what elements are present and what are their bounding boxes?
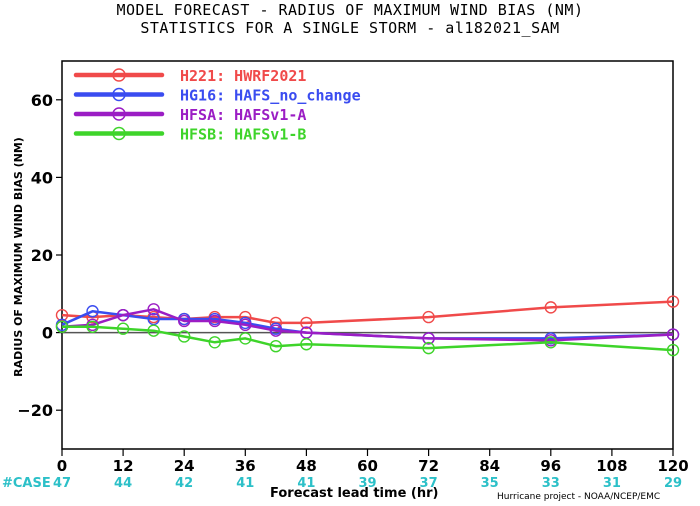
data-point bbox=[269, 324, 283, 337]
data-point bbox=[86, 305, 99, 318]
data-point bbox=[666, 328, 680, 341]
case-count: 44 bbox=[114, 476, 132, 491]
data-point bbox=[544, 301, 557, 314]
data-point bbox=[55, 320, 69, 333]
x-tick-label: 12 bbox=[113, 457, 134, 475]
legend-label: HG16: HAFS_no_change bbox=[180, 87, 361, 105]
legend-marker bbox=[112, 107, 126, 121]
y-tick-label: −20 bbox=[17, 401, 53, 420]
legend-marker bbox=[112, 126, 126, 141]
y-tick-label: 40 bbox=[31, 168, 53, 187]
x-tick-label: 36 bbox=[235, 457, 256, 475]
chart-subtitle: STATISTICS FOR A SINGLE STORM - al182021… bbox=[140, 19, 560, 37]
y-tick-label: 20 bbox=[31, 246, 53, 265]
data-point bbox=[300, 316, 313, 330]
data-point bbox=[300, 338, 313, 351]
data-point bbox=[208, 336, 221, 349]
chart-title: MODEL FORECAST - RADIUS OF MAXIMUM WIND … bbox=[116, 1, 584, 19]
data-point bbox=[147, 324, 160, 337]
credit-text: Hurricane project - NOAA/NCEP/EMC bbox=[497, 492, 661, 502]
y-axis-label: RADIUS OF MAXIMUM WIND BIAS (NM) bbox=[12, 137, 25, 377]
data-point bbox=[544, 336, 557, 349]
case-count: 41 bbox=[236, 476, 254, 491]
x-tick-label: 72 bbox=[418, 457, 439, 475]
case-count: 31 bbox=[603, 476, 621, 491]
data-point bbox=[666, 343, 680, 357]
data-point bbox=[86, 320, 99, 333]
y-tick-label: 0 bbox=[42, 324, 53, 343]
x-tick-label: 120 bbox=[657, 457, 688, 475]
data-point bbox=[239, 332, 252, 345]
x-tick-label: 96 bbox=[540, 457, 561, 475]
case-count: 35 bbox=[481, 476, 499, 491]
x-axis-label: Forecast lead time (hr) bbox=[270, 486, 439, 501]
data-point bbox=[239, 318, 252, 332]
x-tick-label: 60 bbox=[357, 457, 378, 475]
case-count: 42 bbox=[175, 476, 193, 491]
case-count: 41 bbox=[297, 476, 315, 491]
case-count: 37 bbox=[420, 476, 438, 491]
legend-marker bbox=[112, 68, 126, 82]
x-tick-label: 48 bbox=[296, 457, 317, 475]
plot-frame bbox=[61, 60, 674, 450]
case-count: 47 bbox=[53, 476, 71, 491]
data-point bbox=[147, 303, 160, 316]
data-point bbox=[116, 308, 130, 322]
data-point bbox=[269, 339, 283, 353]
case-count: 33 bbox=[542, 476, 560, 491]
data-point bbox=[422, 341, 435, 355]
x-tick-label: 108 bbox=[596, 457, 627, 475]
data-point bbox=[116, 322, 130, 335]
data-point bbox=[422, 310, 435, 324]
x-tick-label: 24 bbox=[174, 457, 195, 475]
data-point bbox=[422, 332, 435, 345]
legend-marker bbox=[112, 87, 126, 102]
data-point bbox=[177, 330, 191, 343]
legend-label: HFSA: HAFSv1-A bbox=[180, 106, 306, 124]
legend-label: H221: HWRF2021 bbox=[180, 67, 306, 85]
data-point bbox=[666, 295, 680, 308]
data-point bbox=[208, 314, 221, 328]
case-label: #CASE bbox=[2, 476, 51, 491]
y-tick-label: 60 bbox=[31, 91, 53, 110]
legend-label: HFSB: HAFSv1-B bbox=[180, 126, 306, 144]
case-count: 29 bbox=[664, 476, 682, 491]
data-point bbox=[177, 314, 191, 328]
x-tick-label: 0 bbox=[57, 457, 67, 475]
x-tick-label: 84 bbox=[479, 457, 500, 475]
case-count: 39 bbox=[358, 476, 376, 491]
